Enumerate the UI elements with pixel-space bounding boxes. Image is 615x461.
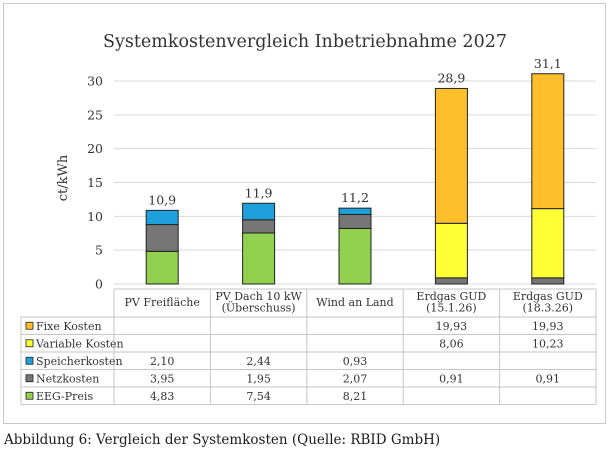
y-tick-label: 10 [87, 209, 103, 224]
category-label: PV Dach 10 kW [215, 290, 302, 303]
legend-label: Netzkosten [36, 372, 99, 385]
table-cell-value: 2,10 [150, 355, 175, 368]
y-tick-label: 0 [95, 277, 103, 292]
total-label: 11,2 [341, 190, 369, 205]
bar-segment-eeg-preis [338, 227, 372, 285]
bar-segment-netzkosten [531, 277, 565, 285]
table-cell-value: 8,21 [343, 390, 368, 403]
category-label: Wind an Land [316, 296, 393, 309]
y-tick-label: 25 [87, 107, 103, 122]
bar-segment-variable-kosten [434, 222, 468, 279]
chart-title: Systemkostenvergleich Inbetriebnahme 202… [103, 32, 507, 52]
table-cell-value: 3,95 [150, 372, 175, 385]
category-label: (15.1.26) [426, 302, 477, 315]
legend-key-speicherkosten [25, 356, 34, 365]
legend-label: Fixe Kosten [36, 320, 102, 333]
table-cell-value: 1,95 [246, 372, 271, 385]
table-cell-value: 4,83 [150, 390, 175, 403]
table-cell-value: 0,91 [536, 372, 561, 385]
table-cell-value: 8,06 [439, 337, 464, 350]
legend-key-fixe-kosten [25, 321, 34, 330]
y-tick-label: 20 [87, 141, 103, 156]
table-cell-value: 7,54 [246, 390, 271, 403]
total-label: 28,9 [437, 70, 465, 85]
table-cell-value: 2,44 [246, 355, 271, 368]
total-label: 11,9 [245, 185, 273, 200]
category-label: Erdgas GUD [416, 290, 486, 303]
table-cell-value: 19,93 [532, 320, 564, 333]
y-axis-label: ct/kWh [56, 154, 71, 201]
legend-key-netzkosten [25, 374, 34, 383]
total-label: 31,1 [534, 56, 562, 71]
table-cell-value: 0,93 [343, 355, 368, 368]
table-cell-value: 2,07 [343, 372, 368, 385]
table-cell-value: 19,93 [436, 320, 468, 333]
legend-label: Variable Kosten [35, 337, 124, 350]
stacked-bar-chart: Systemkostenvergleich Inbetriebnahme 202… [20, 32, 597, 405]
bar-segment-variable-kosten [531, 208, 565, 279]
bar-segment-speicherkosten [145, 209, 179, 226]
bar-segment-netzkosten [242, 219, 276, 234]
category-label: PV Freifläche [124, 296, 199, 309]
bar-segment-speicherkosten [242, 202, 276, 221]
table-cell-value: 0,91 [439, 372, 464, 385]
legend-key-variable-kosten [25, 339, 34, 348]
y-tick-label: 30 [87, 74, 103, 89]
data-table: PV Freifläche PV Dach 10 kW(Überschuss) Wi… [20, 288, 597, 405]
bar-segment-netzkosten [434, 277, 468, 285]
y-tick-labels: 0 5 10 15 20 25 30 [87, 74, 103, 292]
y-tick-label: 15 [87, 175, 103, 190]
bar-segment-fixe-kosten [434, 87, 468, 224]
chart-frame: Systemkostenvergleich Inbetriebnahme 202… [3, 3, 606, 424]
bar-segment-speicherkosten [338, 207, 372, 215]
y-tick-label: 5 [95, 243, 103, 258]
bar-segment-fixe-kosten [531, 73, 565, 210]
bar-segment-netzkosten [338, 213, 372, 229]
category-label: Erdgas GUD [513, 290, 583, 303]
legend-label: EEG-Preis [36, 390, 93, 403]
bar-segment-eeg-preis [145, 250, 179, 285]
category-label: (Überschuss) [222, 301, 296, 315]
bars [145, 73, 565, 285]
bar-segment-netzkosten [145, 224, 179, 252]
bar-segment-eeg-preis [242, 232, 276, 285]
legend-key-eeg-preis [25, 391, 34, 400]
category-label: (18.3.26) [523, 302, 574, 315]
total-labels: 10,9 11,9 11,2 28,9 31,1 [148, 56, 561, 208]
total-label: 10,9 [148, 192, 176, 207]
figure-caption: Abbildung 6: Vergleich der Systemkosten … [4, 432, 441, 448]
legend-label: Speicherkosten [36, 355, 123, 368]
table-cell-value: 10,23 [532, 337, 564, 350]
